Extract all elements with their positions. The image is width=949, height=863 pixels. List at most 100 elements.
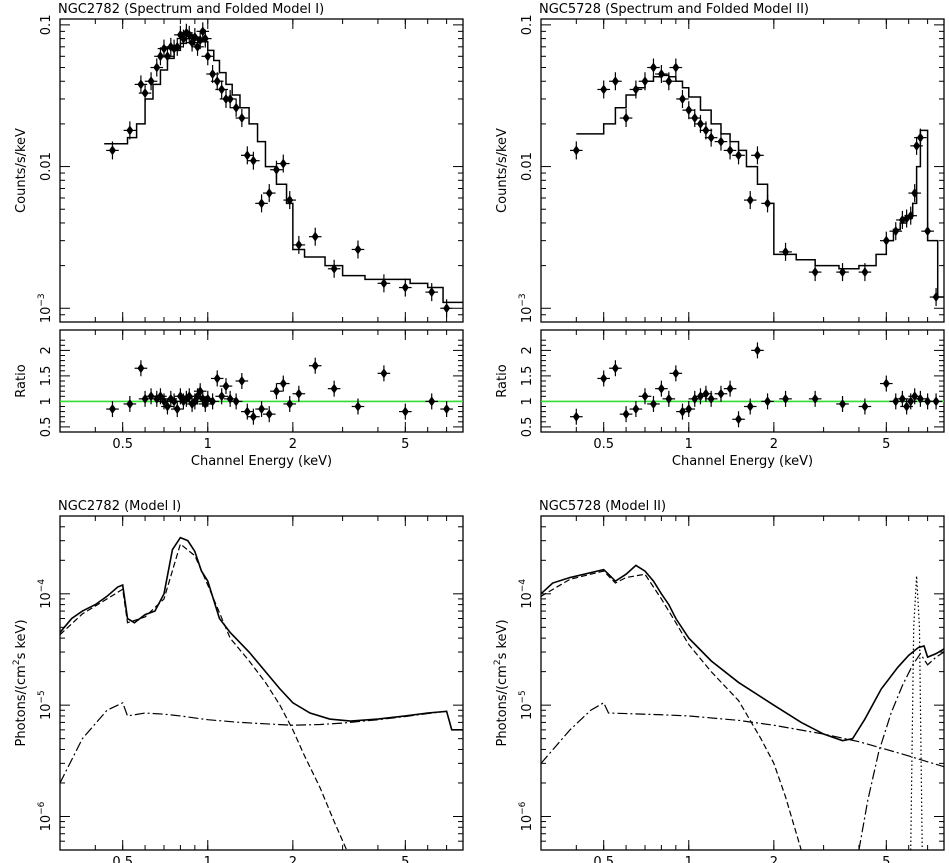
point-marker [811,393,819,404]
data-point [206,393,219,410]
data-point [262,406,276,423]
data-point [751,146,764,165]
point-marker [753,150,761,161]
data-point [858,398,872,415]
plot-frame [540,515,945,851]
y-tick-base: 10 [39,307,54,324]
data-point [676,89,689,108]
point-marker [611,363,619,374]
data-point [255,401,268,418]
y-axis-label-sup: 2 [12,659,22,665]
point-marker [735,150,743,161]
point-marker [295,239,303,250]
data-point [219,378,233,395]
point-marker [279,158,287,169]
plot-frame [540,329,945,433]
y-axis-label: Photons/(cm2s keV) [493,619,510,746]
data-point [144,72,158,91]
data-point [241,403,254,420]
point-marker [258,198,266,209]
data-point [597,80,610,99]
data-point [714,385,728,402]
point-marker [265,409,273,420]
plot-area [60,536,463,850]
point-marker [380,368,388,379]
data-point [779,390,792,407]
point-marker [243,406,251,417]
x-tick-label: 1 [685,437,693,452]
point-marker [108,145,116,156]
point-marker [443,303,451,314]
point-marker [126,125,134,136]
panel-title: NGC2782 (Spectrum and Folded Model I) [58,2,324,17]
data-point [704,390,718,407]
point-marker [232,102,240,113]
panel-1: NGC2782 (Spectrum and Folded Model I) 0.1… [14,2,464,324]
point-marker [286,398,294,409]
data-point [161,398,174,415]
data-point [255,194,268,213]
x-tick-label: 0.5 [593,437,614,452]
y-tick-label: 10−3 [518,293,535,323]
x-tick-label: 0.5 [593,855,614,863]
point-marker [137,363,145,374]
point-marker [141,88,149,99]
point-marker [226,393,234,404]
y-tick-base: 0.1 [39,15,54,36]
data-point [170,37,184,56]
y-tick-label: 0.5 [39,417,54,438]
y-tick-exponent: −4 [37,579,47,593]
y-tick-exponent: −4 [518,579,528,593]
y-tick-base: 10 [520,592,535,609]
plot-area [60,357,463,425]
point-marker [218,84,226,95]
point-marker [249,411,257,422]
data-point [662,390,676,407]
x-tick-label: 5 [882,855,890,863]
point-marker [401,406,409,417]
point-marker [572,145,580,156]
y-axis-label: Counts/s/keV [14,128,29,213]
y-tick-label: 1 [39,397,54,405]
point-marker [218,391,226,402]
plot-area [104,22,463,318]
data-point [929,393,943,410]
data-point [682,101,696,120]
panel-2: 0.5 1 2 5 Channel Energy (keV) 0.5 1 1.5 2 Ratio [14,329,464,469]
data-point [425,283,439,302]
point-marker [622,113,630,124]
data-point [714,132,728,151]
folded-model-line [576,74,944,298]
point-marker [204,51,212,62]
x-tick-label: 5 [401,855,409,863]
point-marker [924,396,932,407]
data-point [647,58,660,77]
point-marker [649,398,657,409]
point-marker [222,381,230,392]
point-marker [137,79,145,90]
point-marker [678,93,686,104]
point-marker [657,383,665,394]
y-axis-label-rest: s keV) [495,619,510,659]
point-marker [907,396,915,407]
y-axis-label-rest: s keV) [14,619,29,659]
data-point [836,263,849,282]
data-point [704,128,718,147]
y-tick-label: 2 [39,346,54,354]
point-marker [226,93,234,104]
point-marker [354,244,362,255]
plot-frame [59,18,464,323]
y-tick-exponent: −6 [37,801,47,815]
y-axis-label-sup: 2 [493,659,503,665]
data-point [597,370,610,387]
point-marker [696,391,704,402]
point-marker [649,62,657,73]
data-point [647,395,660,412]
point-marker [691,113,699,124]
point-marker [685,404,693,415]
point-marker [913,140,921,151]
point-marker [311,231,319,242]
y-tick-label: 0.1 [39,15,54,36]
point-marker [380,278,388,289]
